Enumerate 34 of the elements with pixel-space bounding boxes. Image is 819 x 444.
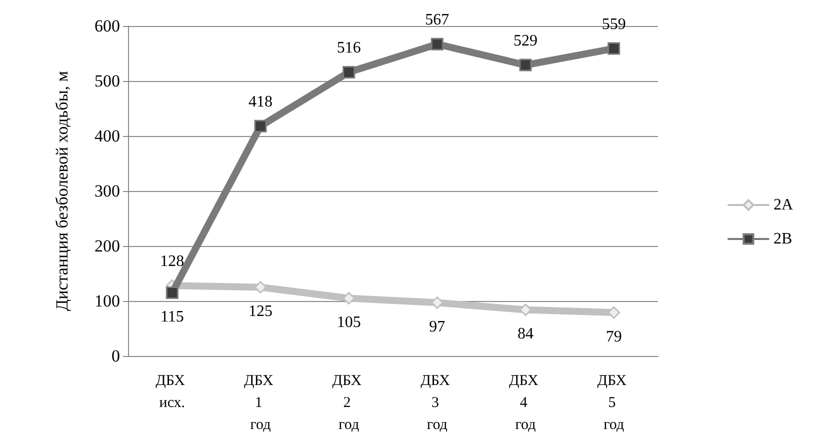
point [166,286,178,299]
data-label: 567 [425,11,450,28]
y-tick-label: 300 [94,182,120,200]
data-label: 115 [160,308,184,326]
y-axis-title: Дистанция безболевой ходьбы, м [52,70,72,311]
y-tick-label: 100 [94,292,120,310]
point [430,38,444,50]
y-tick-label: 200 [94,236,120,256]
data-label: 105 [336,314,361,331]
data-label: 559 [602,16,626,33]
data-label: 84 [518,326,534,343]
x-tick-label: ДБХ 3 год [420,373,454,433]
point [519,58,532,72]
data-label: 418 [248,93,272,110]
y-tick-label: 600 [94,16,120,36]
data-label: 516 [336,39,361,56]
data-label: 529 [514,32,538,50]
y-tick-label: 0 [112,346,120,366]
data-label: 79 [606,328,622,346]
x-tick-label: ДБХ 1 год [244,373,278,433]
point [608,42,620,55]
y-tick-label: 500 [94,72,120,90]
x-tick-label: ДБХ 2 год [332,373,366,433]
x-tick-label: ДБХ исх. [156,373,189,411]
x-tick-label: ДБХ 5 год [597,373,630,433]
x-tick-label: ДБХ 4 год [508,373,542,433]
y-tick-label: 400 [94,126,120,146]
data-label: 125 [248,303,272,320]
point [342,66,356,78]
data-label: 128 [160,252,184,270]
point [254,120,267,132]
data-label: 97 [429,318,446,336]
legend-label: 2B [773,230,792,248]
legend-label: 2A [773,196,794,214]
